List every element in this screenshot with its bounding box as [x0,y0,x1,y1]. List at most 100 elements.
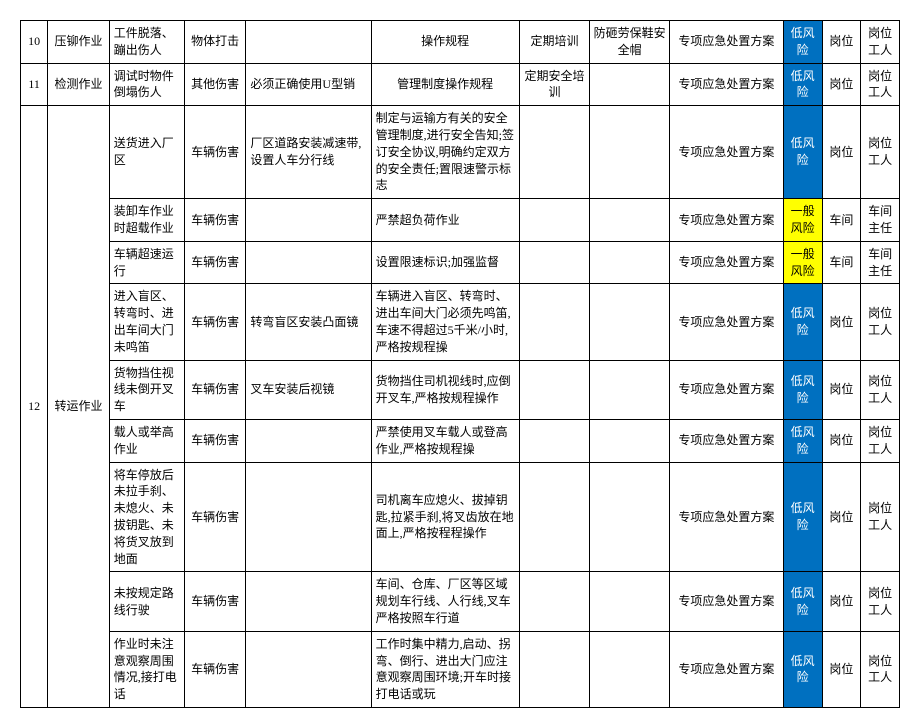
type: 车辆伤害 [184,572,245,631]
mgmt: 岗位 [822,63,861,106]
emergency: 专项应急处置方案 [669,284,783,360]
risk: 低风险 [783,360,822,419]
person: 岗位工人 [861,360,900,419]
type: 车辆伤害 [184,360,245,419]
ppe [590,199,670,242]
hazard: 进入盲区、转弯时、进出车间大门未鸣笛 [109,284,184,360]
risk: 低风险 [783,631,822,707]
hazard: 货物挡住视线未倒开叉车 [109,360,184,419]
emergency: 专项应急处置方案 [669,241,783,284]
measure [246,21,371,64]
emergency: 专项应急处置方案 [669,21,783,64]
measure [246,572,371,631]
emergency: 专项应急处置方案 [669,631,783,707]
person: 岗位工人 [861,462,900,572]
seq: 12 [21,106,48,708]
emergency: 专项应急处置方案 [669,462,783,572]
ppe [590,572,670,631]
rule: 司机离车应熄火、拔掉钥匙,拉紧手刹,将叉齿放在地面上,严格按程程操作 [371,462,519,572]
type: 车辆伤害 [184,199,245,242]
training [519,199,590,242]
risk: 一般风险 [783,199,822,242]
mgmt: 车间 [822,199,861,242]
measure [246,631,371,707]
training [519,572,590,631]
hazard: 工件脱落、蹦出伤人 [109,21,184,64]
training [519,419,590,462]
rule: 严禁使用叉车载人或登高作业,严格按规程操 [371,419,519,462]
training [519,241,590,284]
type: 车辆伤害 [184,106,245,199]
task: 压铆作业 [48,21,109,64]
training [519,462,590,572]
measure [246,462,371,572]
table-row: 进入盲区、转弯时、进出车间大门未鸣笛车辆伤害转弯盲区安装凸面镜车辆进入盲区、转弯… [21,284,900,360]
task: 检测作业 [48,63,109,106]
training [519,631,590,707]
table-row: 车辆超速运行车辆伤害设置限速标识;加强监督专项应急处置方案一般风险车间车间主任 [21,241,900,284]
training: 定期安全培训 [519,63,590,106]
table-row: 将车停放后未拉手刹、未熄火、未拔钥匙、未将货叉放到地面车辆伤害司机离车应熄火、拔… [21,462,900,572]
emergency: 专项应急处置方案 [669,199,783,242]
seq: 11 [21,63,48,106]
mgmt: 岗位 [822,21,861,64]
table-row: 11检测作业调试时物件倒塌伤人其他伤害必须正确使用U型销管理制度操作规程定期安全… [21,63,900,106]
person: 岗位工人 [861,419,900,462]
type: 物体打击 [184,21,245,64]
measure: 必须正确使用U型销 [246,63,371,106]
training: 定期培训 [519,21,590,64]
table-row: 未按规定路线行驶车辆伤害车间、仓库、厂区等区域规划车行线、人行线,叉车严格按照车… [21,572,900,631]
risk-table: 10压铆作业工件脱落、蹦出伤人物体打击操作规程定期培训防砸劳保鞋安全帽专项应急处… [20,20,900,708]
risk: 低风险 [783,572,822,631]
mgmt: 岗位 [822,631,861,707]
measure: 厂区道路安装减速带,设置人车分行线 [246,106,371,199]
risk: 低风险 [783,106,822,199]
mgmt: 岗位 [822,419,861,462]
risk: 低风险 [783,284,822,360]
seq: 10 [21,21,48,64]
hazard: 装卸车作业时超载作业 [109,199,184,242]
emergency: 专项应急处置方案 [669,360,783,419]
table-row: 作业时未注意观察周围情况,接打电话车辆伤害工作时集中精力,启动、拐弯、倒行、进出… [21,631,900,707]
task: 转运作业 [48,106,109,708]
risk: 低风险 [783,419,822,462]
training [519,284,590,360]
ppe [590,63,670,106]
type: 车辆伤害 [184,462,245,572]
rule: 车辆进入盲区、转弯时、进出车间大门必须先鸣笛,车速不得超过5千米/小时,严格按规… [371,284,519,360]
person: 岗位工人 [861,21,900,64]
measure: 转弯盲区安装凸面镜 [246,284,371,360]
ppe: 防砸劳保鞋安全帽 [590,21,670,64]
training [519,360,590,419]
person: 岗位工人 [861,572,900,631]
risk: 低风险 [783,462,822,572]
measure [246,419,371,462]
rule: 管理制度操作规程 [371,63,519,106]
ppe [590,106,670,199]
hazard: 车辆超速运行 [109,241,184,284]
person: 岗位工人 [861,284,900,360]
type: 车辆伤害 [184,419,245,462]
mgmt: 岗位 [822,284,861,360]
rule: 货物挡住司机视线时,应倒开叉车,严格按规程操作 [371,360,519,419]
mgmt: 岗位 [822,572,861,631]
rule: 操作规程 [371,21,519,64]
rule: 制定与运输方有关的安全管理制度,进行安全告知;签订安全协议,明确约定双方的安全责… [371,106,519,199]
measure [246,241,371,284]
mgmt: 岗位 [822,462,861,572]
risk: 低风险 [783,63,822,106]
ppe [590,241,670,284]
hazard: 调试时物件倒塌伤人 [109,63,184,106]
person: 岗位工人 [861,631,900,707]
hazard: 载人或举高作业 [109,419,184,462]
table-row: 货物挡住视线未倒开叉车车辆伤害叉车安装后视镜货物挡住司机视线时,应倒开叉车,严格… [21,360,900,419]
risk: 一般风险 [783,241,822,284]
ppe [590,462,670,572]
emergency: 专项应急处置方案 [669,106,783,199]
hazard: 作业时未注意观察周围情况,接打电话 [109,631,184,707]
table-row: 装卸车作业时超载作业车辆伤害严禁超负荷作业专项应急处置方案一般风险车间车间主任 [21,199,900,242]
type: 其他伤害 [184,63,245,106]
measure [246,199,371,242]
table-row: 12转运作业送货进入厂区车辆伤害厂区道路安装减速带,设置人车分行线制定与运输方有… [21,106,900,199]
rule: 工作时集中精力,启动、拐弯、倒行、进出大门应注意观察周围环境;开车时接打电话或玩 [371,631,519,707]
